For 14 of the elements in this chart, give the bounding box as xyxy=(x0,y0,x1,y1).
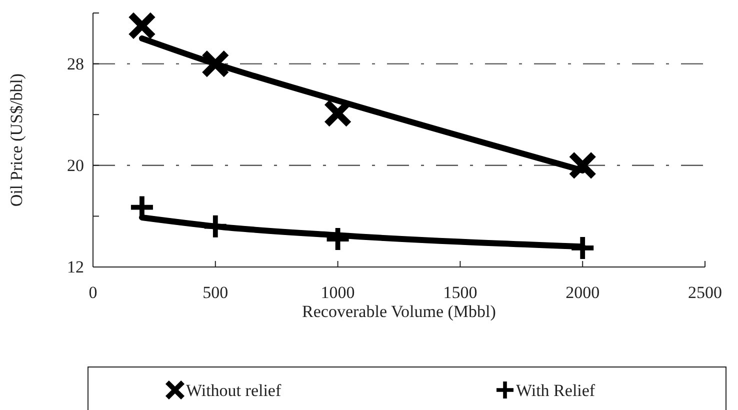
x-tick-label: 1500 xyxy=(443,283,478,302)
x-tick-label: 500 xyxy=(202,283,228,302)
x-tick-label: 2000 xyxy=(566,283,600,302)
x-axis-title: Recoverable Volume (Mbbl) xyxy=(302,302,496,321)
legend-label: Without relief xyxy=(186,381,282,400)
y-tick-label: 28 xyxy=(67,54,84,74)
x-tick-label: 2500 xyxy=(688,283,722,302)
x-tick-label: 0 xyxy=(88,283,98,302)
x-tick-label: 1000 xyxy=(320,283,355,302)
y-tick-label: 12 xyxy=(67,257,84,276)
legend-label: With Relief xyxy=(516,381,596,400)
point xyxy=(128,12,156,40)
y-tick-label: 20 xyxy=(67,156,84,175)
y-axis-title: Oil Price (US$/bbl) xyxy=(7,73,26,207)
